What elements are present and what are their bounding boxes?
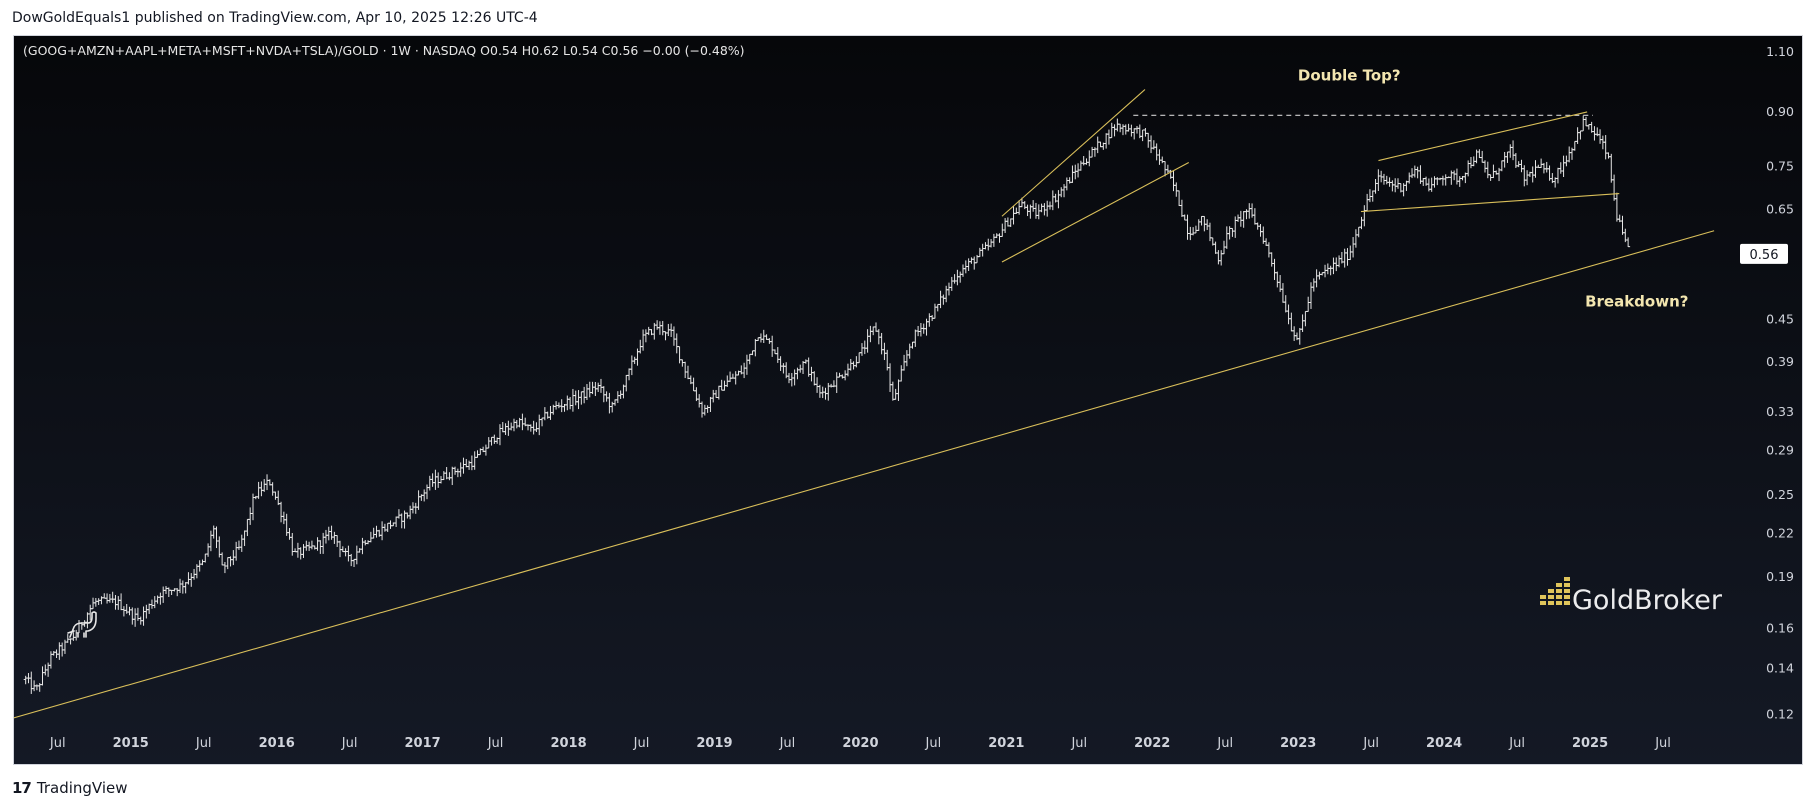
- dinosaur-icon: [67, 611, 97, 638]
- y-tick-label: 1.10: [1766, 44, 1794, 59]
- logo-block: [1564, 595, 1570, 599]
- x-tick-label: 2025: [1572, 736, 1608, 751]
- trendline-range-lower-2023: [1360, 193, 1620, 213]
- publisher-line: DowGoldEquals1 published on TradingView.…: [12, 10, 538, 26]
- symbol-info: (GOOG+AMZN+AAPL+META+MSFT+NVDA+TSLA)/GOL…: [23, 43, 745, 58]
- logo-block: [1564, 583, 1570, 587]
- logo-block: [1556, 583, 1562, 587]
- chart-background: [14, 36, 1802, 764]
- logo-block: [1548, 601, 1554, 605]
- goldbroker-logo-text: GoldBroker: [1572, 585, 1723, 616]
- logo-block: [1564, 601, 1570, 605]
- axes: 1.10 0.90 0.75 0.65 0.45 0.39 0.33 0.29 0.25 0.22…: [49, 44, 1794, 751]
- x-tick-label: Jul: [1508, 736, 1525, 751]
- last-price-tag: [1740, 243, 1788, 264]
- x-tick-label: Jul: [925, 736, 942, 751]
- x-tick-label: Jul: [195, 736, 212, 751]
- trendline-wedge-upper-2021: [1001, 89, 1146, 217]
- x-tick-label: Jul: [1654, 736, 1671, 751]
- x-tick-label: 2017: [405, 736, 441, 751]
- price-chart[interactable]: 1.10 0.90 0.75 0.65 0.45 0.39 0.33 0.29 0.25 0.22…: [14, 36, 1803, 765]
- x-tick-label: Jul: [779, 736, 796, 751]
- x-tick-label: Jul: [633, 736, 650, 751]
- y-tick-label: 0.65: [1766, 201, 1794, 216]
- ohlc-bar: [1626, 237, 1631, 248]
- goldbroker-logo-icon: [1540, 577, 1570, 605]
- trendline-range-upper-2023: [1378, 111, 1588, 162]
- y-tick-label: 0.90: [1766, 104, 1794, 119]
- trendline-wedge-lower-2021: [1001, 162, 1190, 263]
- annotations: Double Top? Breakdown?: [1298, 66, 1689, 310]
- annotation-label: Double Top?: [1298, 66, 1401, 84]
- trendlines: [14, 89, 1715, 719]
- x-tick-label: Jul: [487, 736, 504, 751]
- logo-block: [1548, 589, 1554, 593]
- x-tick-label: 2020: [842, 736, 878, 751]
- chart-panel[interactable]: 1.10 0.90 0.75 0.65 0.45 0.39 0.33 0.29 0.25 0.22…: [13, 35, 1803, 765]
- logo-block: [1556, 601, 1562, 605]
- y-tick-label: 0.22: [1766, 525, 1794, 540]
- goldbroker-watermark: GoldBroker: [1540, 577, 1723, 616]
- tradingview-footer-logo[interactable]: 17 TradingView: [12, 779, 128, 797]
- y-tick-label: 0.19: [1766, 569, 1794, 584]
- x-tick-label: 2016: [259, 736, 295, 751]
- logo-block: [1548, 595, 1554, 599]
- x-tick-label: Jul: [341, 736, 358, 751]
- x-tick-label: 2023: [1280, 736, 1316, 751]
- y-tick-label: 0.39: [1766, 354, 1794, 369]
- trendline-long-term-support: [14, 230, 1715, 719]
- x-tick-label: 2019: [696, 736, 732, 751]
- x-tick-label: 2021: [988, 736, 1024, 751]
- ohlc-bars: [23, 115, 1631, 694]
- logo-block: [1540, 601, 1546, 605]
- y-tick-label: 0.29: [1766, 443, 1794, 458]
- x-tick-label: Jul: [49, 736, 66, 751]
- tradingview-brand-text: TradingView: [36, 779, 128, 797]
- logo-block: [1540, 595, 1546, 599]
- last-price-label: 0.56: [1750, 248, 1779, 263]
- x-tick-label: Jul: [1216, 736, 1233, 751]
- x-tick-label: Jul: [1362, 736, 1379, 751]
- logo-block: [1564, 589, 1570, 593]
- y-tick-label: 0.25: [1766, 487, 1794, 502]
- y-tick-label: 0.14: [1766, 661, 1794, 676]
- x-tick-label: Jul: [1070, 736, 1087, 751]
- y-tick-label: 0.16: [1766, 621, 1794, 636]
- y-tick-label: 0.12: [1766, 707, 1794, 722]
- annotation-label: Breakdown?: [1585, 292, 1688, 310]
- x-tick-label: 2018: [550, 736, 586, 751]
- logo-block: [1564, 577, 1570, 581]
- y-tick-label: 0.33: [1766, 404, 1794, 419]
- y-tick-label: 0.75: [1766, 158, 1794, 173]
- logo-block: [1556, 589, 1562, 593]
- x-tick-label: 2024: [1426, 736, 1462, 751]
- y-tick-label: 0.45: [1766, 311, 1794, 326]
- x-tick-label: 2015: [113, 736, 149, 751]
- tradingview-logo-icon: 17: [12, 779, 32, 797]
- logo-block: [1556, 595, 1562, 599]
- x-tick-label: 2022: [1134, 736, 1170, 751]
